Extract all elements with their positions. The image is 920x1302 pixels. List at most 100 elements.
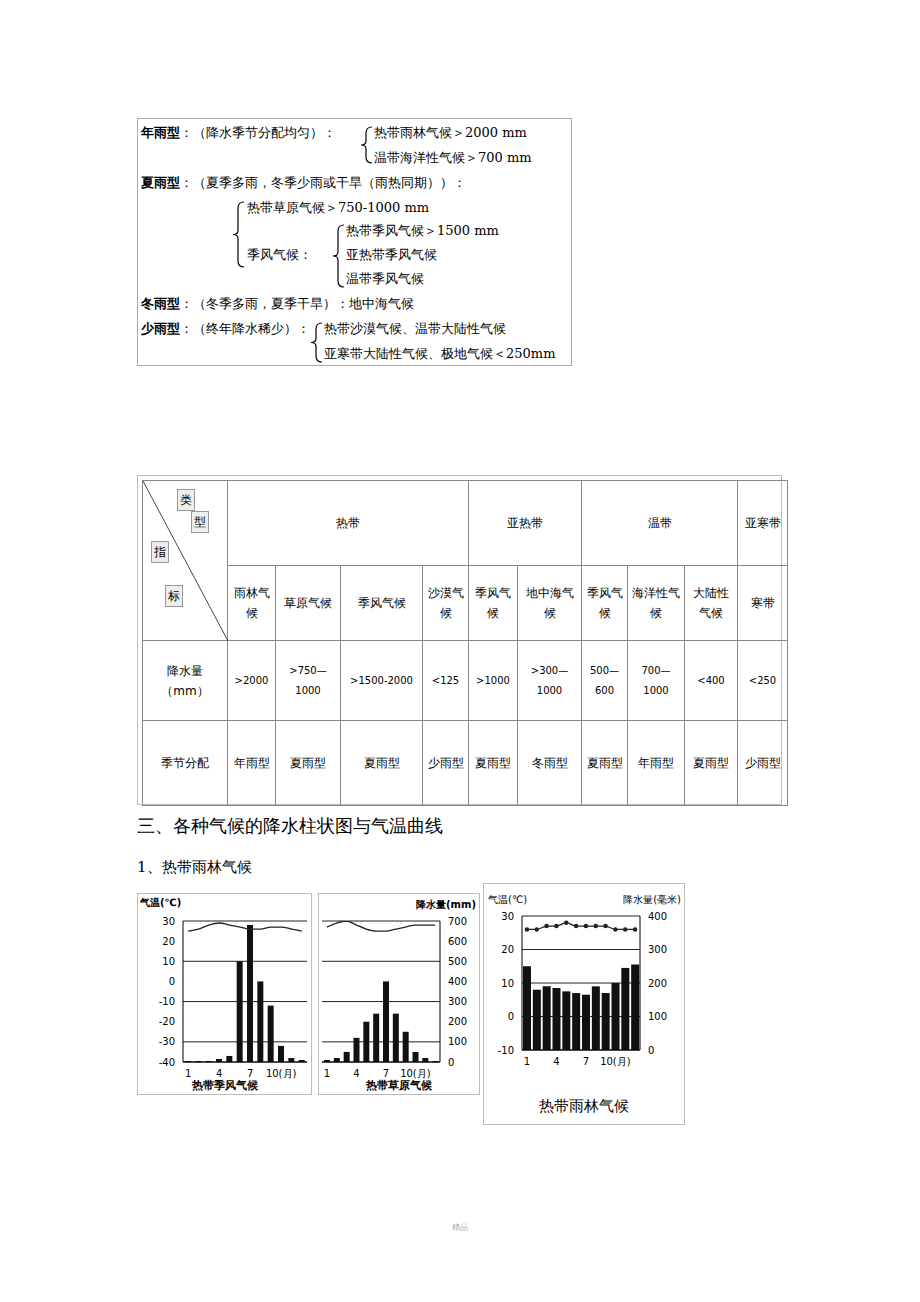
svg-text:20: 20 <box>501 944 514 955</box>
html-text:季节分配: 季节分配 <box>161 756 209 770</box>
html-text:温带海洋性气候＞700 mm: 温带海洋性气候＞700 mm <box>374 150 532 165</box>
html-text:季风气候: 季风气候 <box>586 586 623 620</box>
html-text:<125: <125 <box>431 674 460 686</box>
html-text:三、各种气候的降水柱状图与气温曲线: 三、各种气候的降水柱状图与气温曲线 <box>137 815 443 836</box>
html-text:1、热带雨林气候: 1、热带雨林气候 <box>137 858 252 876</box>
html-text:>1500-2000: >1500-2000 <box>350 674 413 686</box>
svg-text:7: 7 <box>383 1068 389 1079</box>
svg-text:200: 200 <box>448 1016 467 1027</box>
html-text:夏雨型: 夏雨型 <box>693 756 729 770</box>
svg-text:10(月): 10(月) <box>266 1068 297 1079</box>
svg-text:0: 0 <box>508 1011 514 1022</box>
html-text:<400: <400 <box>697 674 725 686</box>
svg-text:30: 30 <box>162 916 175 927</box>
html-text:冬雨型：（冬季多雨，夏季干旱）：地中海气候: 冬雨型：（冬季多雨，夏季干旱）：地中海气候 <box>141 296 414 311</box>
html-text:>1000: >1000 <box>476 674 510 686</box>
svg-text:30: 30 <box>501 911 514 922</box>
html-text:降水量（mm）: 降水量（mm） <box>161 663 209 698</box>
html-text:气温(℃): 气温(℃) <box>140 897 182 908</box>
html-text:类: 类 <box>180 493 192 507</box>
svg-text:700: 700 <box>448 916 467 927</box>
html-text:年雨型: 年雨型 <box>638 756 674 770</box>
svg-text:10: 10 <box>501 978 514 989</box>
svg-text:4: 4 <box>553 1056 559 1067</box>
svg-text:400: 400 <box>648 911 667 922</box>
svg-text:7: 7 <box>247 1068 253 1079</box>
html-text:热带季风气候＞1500 mm: 热带季风气候＞1500 mm <box>346 223 499 238</box>
html-text:草原气候: 草原气候 <box>284 596 332 610</box>
html-text:>750—1000: >750—1000 <box>289 664 327 696</box>
html-text:>300—1000: >300—1000 <box>530 664 569 696</box>
html-text:海洋性气候: 海洋性气候 <box>632 586 680 620</box>
html-text:亚热带季风气候: 亚热带季风气候 <box>346 247 437 262</box>
svg-text:600: 600 <box>448 936 467 947</box>
html-text:年雨型: 年雨型 <box>233 756 270 770</box>
html-text:沙漠气候: 沙漠气候 <box>427 586 464 620</box>
svg-text:-20: -20 <box>159 1016 175 1027</box>
svg-text:100: 100 <box>448 1036 467 1047</box>
html-text:雨林气候: 雨林气候 <box>233 586 270 620</box>
html-text:降水量(毫米): 降水量(毫米) <box>623 894 681 905</box>
svg-text:-10: -10 <box>159 996 175 1007</box>
svg-text:400: 400 <box>448 976 467 987</box>
svg-text:0: 0 <box>648 1045 654 1056</box>
html-text:寒带: 寒带 <box>750 596 775 610</box>
html-text:温带: 温带 <box>647 516 672 530</box>
html-text:地中海气候: 地中海气候 <box>525 586 574 620</box>
svg-text:10(月): 10(月) <box>600 1056 631 1067</box>
html-text:700—1000: 700—1000 <box>641 664 671 696</box>
html-text:热带季风气候: 热带季风气候 <box>191 1079 258 1092</box>
svg-text:-10: -10 <box>498 1045 514 1056</box>
svg-text:4: 4 <box>353 1068 359 1079</box>
svg-text:0: 0 <box>448 1057 454 1068</box>
svg-text:300: 300 <box>448 996 467 1007</box>
html-text:热带: 热带 <box>336 516 360 530</box>
svg-text:100: 100 <box>648 1011 667 1022</box>
html-text:亚寒带: 亚寒带 <box>744 516 781 530</box>
html-text:标: 标 <box>168 589 180 603</box>
svg-text:10(月): 10(月) <box>400 1068 431 1079</box>
html-text:型: 型 <box>194 515 206 529</box>
html-text:冬雨型: 冬雨型 <box>531 756 568 770</box>
svg-text:200: 200 <box>648 978 667 989</box>
html-text:<250: <250 <box>748 674 777 686</box>
html-text:温带季风气候: 温带季风气候 <box>346 271 424 286</box>
html-text:季风气候: 季风气候 <box>475 586 511 620</box>
html-text:热带雨林气候＞2000 mm: 热带雨林气候＞2000 mm <box>374 125 527 140</box>
html-text:季风气候: 季风气候 <box>357 596 406 610</box>
svg-text:1: 1 <box>524 1056 530 1067</box>
svg-text:500: 500 <box>448 956 467 967</box>
html-text:>2000: >2000 <box>234 674 269 686</box>
svg-text:1: 1 <box>185 1068 191 1079</box>
svg-text:-30: -30 <box>159 1036 175 1047</box>
html-text:亚热带: 亚热带 <box>507 516 543 530</box>
svg-text:-40: -40 <box>159 1057 175 1068</box>
html-text:热带草原气候＞750-1000 mm: 热带草原气候＞750-1000 mm <box>247 200 430 215</box>
html-text:夏雨型: 夏雨型 <box>586 756 623 770</box>
svg-text:300: 300 <box>648 944 667 955</box>
html-text:夏雨型: 夏雨型 <box>290 756 326 770</box>
html-text:少雨型: 少雨型 <box>744 756 781 770</box>
svg-text:7: 7 <box>583 1056 589 1067</box>
html-text:亚寒带大陆性气候、极地气候＜250mm: 亚寒带大陆性气候、极地气候＜250mm <box>324 346 556 361</box>
html-text:少雨型: 少雨型 <box>427 756 464 770</box>
svg-text:4: 4 <box>216 1068 222 1079</box>
html-text:指: 指 <box>154 545 166 559</box>
svg-text:0: 0 <box>169 976 175 987</box>
html-text:少雨型：（终年降水稀少）：: 少雨型：（终年降水稀少）： <box>141 321 310 336</box>
html-text:年雨型：（降水季节分配均匀）：: 年雨型：（降水季节分配均匀）： <box>141 125 336 140</box>
html-text:夏雨型：（夏季多雨，冬季少雨或干旱（雨热同期））：: 夏雨型：（夏季多雨，冬季少雨或干旱（雨热同期））： <box>141 175 466 190</box>
html-text:气温(℃): 气温(℃) <box>488 894 527 905</box>
html-text:季风气候：: 季风气候： <box>247 247 312 262</box>
html-text:夏雨型: 夏雨型 <box>475 756 511 770</box>
html-text:热带雨林气候: 热带雨林气候 <box>539 1097 629 1115</box>
html-text:大陆性气候: 大陆性气候 <box>693 586 729 620</box>
html-text:热带沙漠气候、温带大陆性气候: 热带沙漠气候、温带大陆性气候 <box>324 321 506 336</box>
svg-text:20: 20 <box>162 936 175 947</box>
html-text:夏雨型: 夏雨型 <box>363 756 400 770</box>
svg-text:1: 1 <box>324 1068 330 1079</box>
html-text:降水量(mm): 降水量(mm) <box>416 899 476 910</box>
html-text:500—600: 500—600 <box>590 664 619 696</box>
html-text:热带草原气候: 热带草原气候 <box>366 1079 432 1092</box>
svg-text:10: 10 <box>162 956 175 967</box>
